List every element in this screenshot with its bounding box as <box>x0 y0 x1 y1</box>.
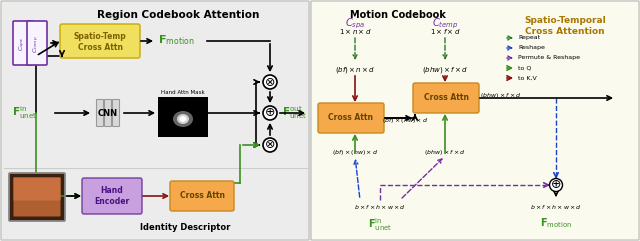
FancyBboxPatch shape <box>311 1 639 240</box>
Text: $\oplus$: $\oplus$ <box>550 179 562 192</box>
Text: Spatio-Temporal
Cross Attention: Spatio-Temporal Cross Attention <box>524 16 606 36</box>
FancyBboxPatch shape <box>82 178 142 214</box>
Text: $1 \times n \times d$: $1 \times n \times d$ <box>339 27 371 36</box>
Circle shape <box>550 179 563 192</box>
Text: $\otimes$: $\otimes$ <box>264 139 276 152</box>
Text: $1 \times f \times d$: $1 \times f \times d$ <box>429 27 460 36</box>
Text: Motion Codebook: Motion Codebook <box>350 10 446 20</box>
Text: Spatio-Temp
Cross Attn: Spatio-Temp Cross Attn <box>74 32 126 52</box>
FancyBboxPatch shape <box>1 1 309 240</box>
FancyBboxPatch shape <box>27 21 47 65</box>
Circle shape <box>263 138 277 152</box>
Text: Cross Attn: Cross Attn <box>424 94 468 102</box>
Text: to K,V: to K,V <box>518 75 537 80</box>
FancyBboxPatch shape <box>318 103 384 133</box>
Text: to Q: to Q <box>518 66 531 71</box>
Ellipse shape <box>177 114 189 124</box>
Text: $b \times f \times h \times w \times d$: $b \times f \times h \times w \times d$ <box>354 203 406 211</box>
Text: $\mathbf{F}^\mathrm{out}_\mathrm{unet}$: $\mathbf{F}^\mathrm{out}_\mathrm{unet}$ <box>282 105 308 121</box>
Bar <box>158 97 208 137</box>
Text: $\mathbf{F}_\mathrm{motion}$: $\mathbf{F}_\mathrm{motion}$ <box>158 33 195 47</box>
Text: $\mathbf{F}_\mathrm{motion}$: $\mathbf{F}_\mathrm{motion}$ <box>540 216 572 230</box>
Text: Cross Attn: Cross Attn <box>179 192 225 201</box>
Text: $C_\mathit{temp}$: $C_\mathit{temp}$ <box>32 35 42 53</box>
Text: $(bhw) \times f \times d$: $(bhw) \times f \times d$ <box>424 148 466 157</box>
FancyBboxPatch shape <box>170 181 234 211</box>
Text: $(bf) \times (hw) \times d$: $(bf) \times (hw) \times d$ <box>382 116 428 125</box>
FancyBboxPatch shape <box>13 178 61 201</box>
Text: $C_\mathit{temp}$: $C_\mathit{temp}$ <box>432 17 458 31</box>
FancyBboxPatch shape <box>104 100 111 127</box>
Text: $(bhw) \times f \times d$: $(bhw) \times f \times d$ <box>480 92 522 100</box>
FancyBboxPatch shape <box>9 173 65 221</box>
Text: $b \times f \times h \times w \times d$: $b \times f \times h \times w \times d$ <box>530 203 582 211</box>
FancyBboxPatch shape <box>13 21 33 65</box>
Circle shape <box>263 75 277 89</box>
FancyBboxPatch shape <box>113 100 120 127</box>
Text: $C_\mathit{spa}$: $C_\mathit{spa}$ <box>18 37 28 51</box>
Text: $\mathbf{F}^\mathrm{in}_\mathrm{unet}$: $\mathbf{F}^\mathrm{in}_\mathrm{unet}$ <box>368 216 392 233</box>
Text: $\mathbf{F}^\mathrm{in}_\mathrm{unet}$: $\mathbf{F}^\mathrm{in}_\mathrm{unet}$ <box>12 105 38 121</box>
FancyBboxPatch shape <box>60 24 140 58</box>
Ellipse shape <box>173 111 193 127</box>
Circle shape <box>263 106 277 120</box>
Text: CNN: CNN <box>98 108 118 118</box>
FancyBboxPatch shape <box>13 178 61 216</box>
Text: Reshape: Reshape <box>518 46 545 51</box>
Text: $(bhw) \times f \times d$: $(bhw) \times f \times d$ <box>422 65 468 75</box>
Text: $(bf) \times (hw) \times d$: $(bf) \times (hw) \times d$ <box>332 148 378 157</box>
Text: $\otimes$: $\otimes$ <box>264 75 276 88</box>
FancyBboxPatch shape <box>97 100 104 127</box>
Text: Hand
Encoder: Hand Encoder <box>94 186 130 206</box>
Text: Permute & Reshape: Permute & Reshape <box>518 55 580 60</box>
Ellipse shape <box>179 116 186 122</box>
Text: $(bf) \times n \times d$: $(bf) \times n \times d$ <box>335 65 375 75</box>
FancyBboxPatch shape <box>413 83 479 113</box>
Text: Repeat: Repeat <box>518 35 540 40</box>
Text: Identity Descriptor: Identity Descriptor <box>140 223 230 232</box>
Text: Hand Attn Mask: Hand Attn Mask <box>161 90 205 95</box>
Text: $C_\mathit{spa}$: $C_\mathit{spa}$ <box>345 17 365 31</box>
Text: Region Codebook Attention: Region Codebook Attention <box>97 10 259 20</box>
Text: $\oplus$: $\oplus$ <box>264 107 276 120</box>
Text: Cross Attn: Cross Attn <box>328 114 374 122</box>
